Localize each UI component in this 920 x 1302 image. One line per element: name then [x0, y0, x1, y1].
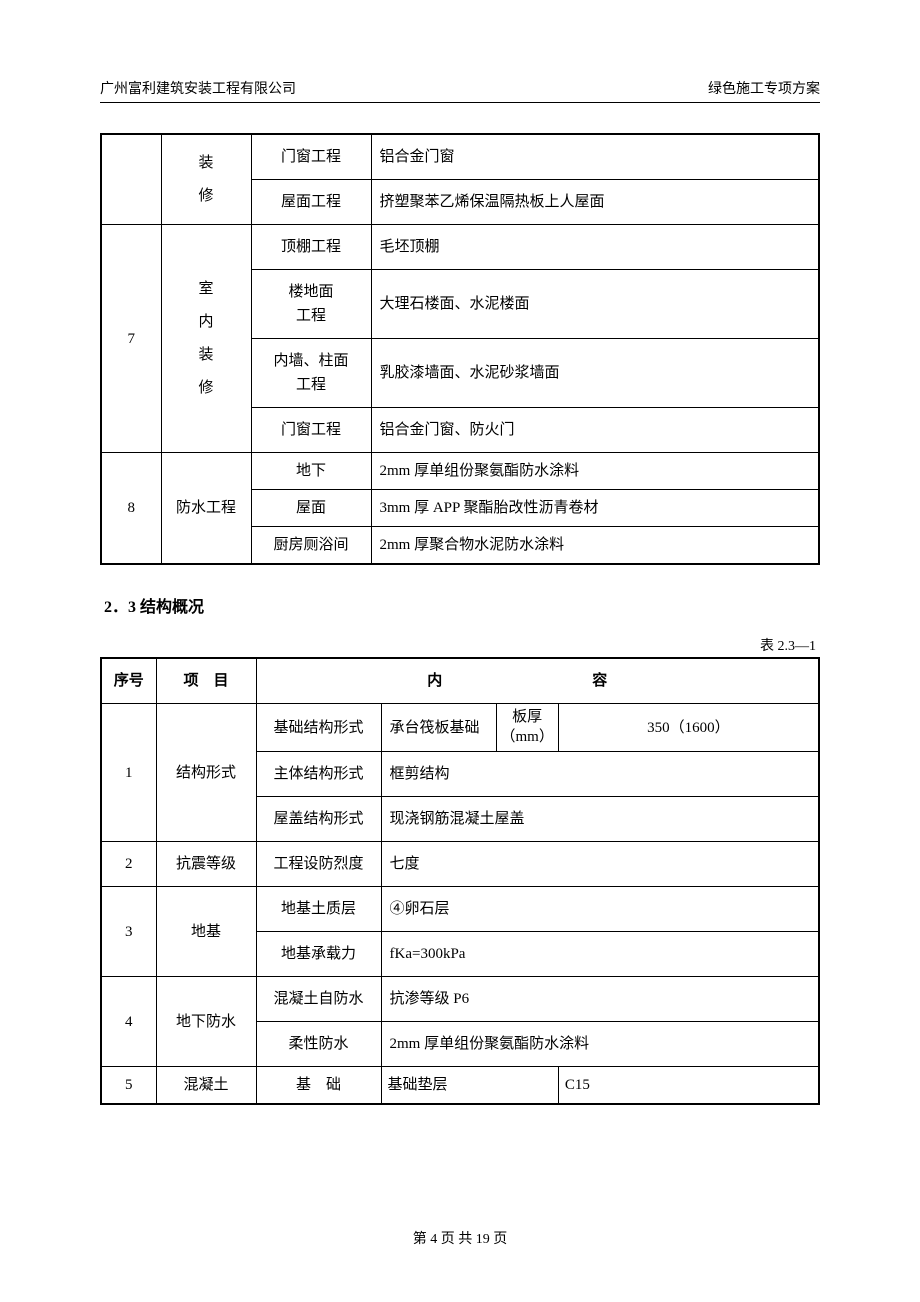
cell-content: 铝合金门窗: [371, 134, 819, 180]
cell-category: 室 内 装 修: [161, 225, 251, 453]
cell-category: 防水工程: [161, 453, 251, 565]
table-row: 1 结构形式 基础结构形式 承台筏板基础 板厚 （mm） 350（1600）: [101, 704, 819, 752]
cell-seq: 4: [101, 977, 156, 1067]
text: 修: [198, 188, 213, 204]
cell-value: 2mm 厚单组份聚氨酯防水涂料: [381, 1022, 819, 1067]
cell-seq: 1: [101, 704, 156, 842]
cell-label: 混凝土自防水: [256, 977, 381, 1022]
cell-item: 内墙、柱面 工程: [251, 339, 371, 408]
cell-label: 屋盖结构形式: [256, 797, 381, 842]
cell-item: 地下: [251, 453, 371, 490]
table-row: 2 抗震等级 工程设防烈度 七度: [101, 842, 819, 887]
text: 装: [198, 347, 213, 363]
cell-label: 基 础: [256, 1067, 381, 1105]
cell-seq: 7: [101, 225, 161, 453]
cell-label: 主体结构形式: [256, 752, 381, 797]
th-content: 内 容: [256, 658, 819, 704]
cell-seq: 3: [101, 887, 156, 977]
table-row: 3 地基 地基土质层 ④卵石层: [101, 887, 819, 932]
cell-value: 现浇钢筋混凝土屋盖: [381, 797, 819, 842]
cell-label: 地基承载力: [256, 932, 381, 977]
cell-item: 抗震等级: [156, 842, 256, 887]
cell-label: 地基土质层: [256, 887, 381, 932]
cell-content: 大理石楼面、水泥楼面: [371, 270, 819, 339]
text: 内墙、柱面: [273, 353, 348, 369]
text: 室: [198, 281, 213, 297]
cell-label: 基础结构形式: [256, 704, 381, 752]
table-caption: 表 2.3—1: [100, 635, 816, 655]
table-header-row: 序号 项 目 内 容: [101, 658, 819, 704]
cell-value: 框剪结构: [381, 752, 819, 797]
cell-value: 板厚 （mm）: [496, 704, 558, 752]
cell-value: ④卵石层: [381, 887, 819, 932]
text: 装: [198, 155, 213, 171]
cell-item: 结构形式: [156, 704, 256, 842]
cell-category: 装 修: [161, 134, 251, 225]
cell-value: 基础垫层: [381, 1067, 558, 1105]
cell-item: 楼地面 工程: [251, 270, 371, 339]
cell-content: 挤塑聚苯乙烯保温隔热板上人屋面: [371, 180, 819, 225]
text: 内 容: [427, 673, 647, 689]
cell-value: 抗渗等级 P6: [381, 977, 819, 1022]
cell-item: 混凝土: [156, 1067, 256, 1105]
text: 板厚: [512, 709, 542, 725]
th-seq: 序号: [101, 658, 156, 704]
header-right: 绿色施工专项方案: [708, 78, 820, 98]
cell-seq: 8: [101, 453, 161, 565]
cell-seq: [101, 134, 161, 225]
cell-value: C15: [558, 1067, 819, 1105]
cell-item: 屋面工程: [251, 180, 371, 225]
text: 楼地面: [288, 284, 333, 300]
table-row: 7 室 内 装 修 顶棚工程 毛坯顶棚: [101, 225, 819, 270]
cell-content: 2mm 厚聚合物水泥防水涂料: [371, 527, 819, 565]
text: 修: [198, 380, 213, 396]
cell-seq: 5: [101, 1067, 156, 1105]
structure-table: 序号 项 目 内 容 1 结构形式 基础结构形式 承台筏板基础 板厚 （mm） …: [100, 657, 820, 1105]
text: 内: [198, 314, 213, 330]
section-title: 2．3 结构概况: [104, 593, 820, 617]
cell-item: 门窗工程: [251, 134, 371, 180]
cell-value: 350（1600）: [558, 704, 819, 752]
cell-value: fKa=300kPa: [381, 932, 819, 977]
cell-item: 顶棚工程: [251, 225, 371, 270]
table-row: 4 地下防水 混凝土自防水 抗渗等级 P6: [101, 977, 819, 1022]
cell-content: 3mm 厚 APP 聚酯胎改性沥青卷材: [371, 490, 819, 527]
cell-item: 地下防水: [156, 977, 256, 1067]
cell-label: 柔性防水: [256, 1022, 381, 1067]
th-item: 项 目: [156, 658, 256, 704]
text: 工程: [296, 377, 326, 393]
table-row: 8 防水工程 地下 2mm 厚单组份聚氨酯防水涂料: [101, 453, 819, 490]
cell-content: 2mm 厚单组份聚氨酯防水涂料: [371, 453, 819, 490]
page-header: 广州富利建筑安装工程有限公司 绿色施工专项方案: [100, 78, 820, 103]
cell-item: 厨房厕浴间: [251, 527, 371, 565]
cell-label: 工程设防烈度: [256, 842, 381, 887]
cell-value: 承台筏板基础: [381, 704, 496, 752]
header-left: 广州富利建筑安装工程有限公司: [100, 78, 296, 98]
text: （mm）: [501, 729, 554, 745]
cell-item: 门窗工程: [251, 408, 371, 453]
cell-item: 地基: [156, 887, 256, 977]
decoration-table: 装 修 门窗工程 铝合金门窗 屋面工程 挤塑聚苯乙烯保温隔热板上人屋面 7 室 …: [100, 133, 820, 565]
page: 广州富利建筑安装工程有限公司 绿色施工专项方案 装 修 门窗工程 铝合金门窗 屋…: [0, 0, 920, 1302]
cell-value: 七度: [381, 842, 819, 887]
text: 工程: [296, 308, 326, 324]
cell-content: 铝合金门窗、防火门: [371, 408, 819, 453]
cell-item: 屋面: [251, 490, 371, 527]
cell-seq: 2: [101, 842, 156, 887]
table-row: 装 修 门窗工程 铝合金门窗: [101, 134, 819, 180]
cell-content: 毛坯顶棚: [371, 225, 819, 270]
cell-content: 乳胶漆墙面、水泥砂浆墙面: [371, 339, 819, 408]
page-footer: 第 4 页 共 19 页: [0, 1228, 920, 1248]
table-row: 5 混凝土 基 础 基础垫层 C15: [101, 1067, 819, 1105]
